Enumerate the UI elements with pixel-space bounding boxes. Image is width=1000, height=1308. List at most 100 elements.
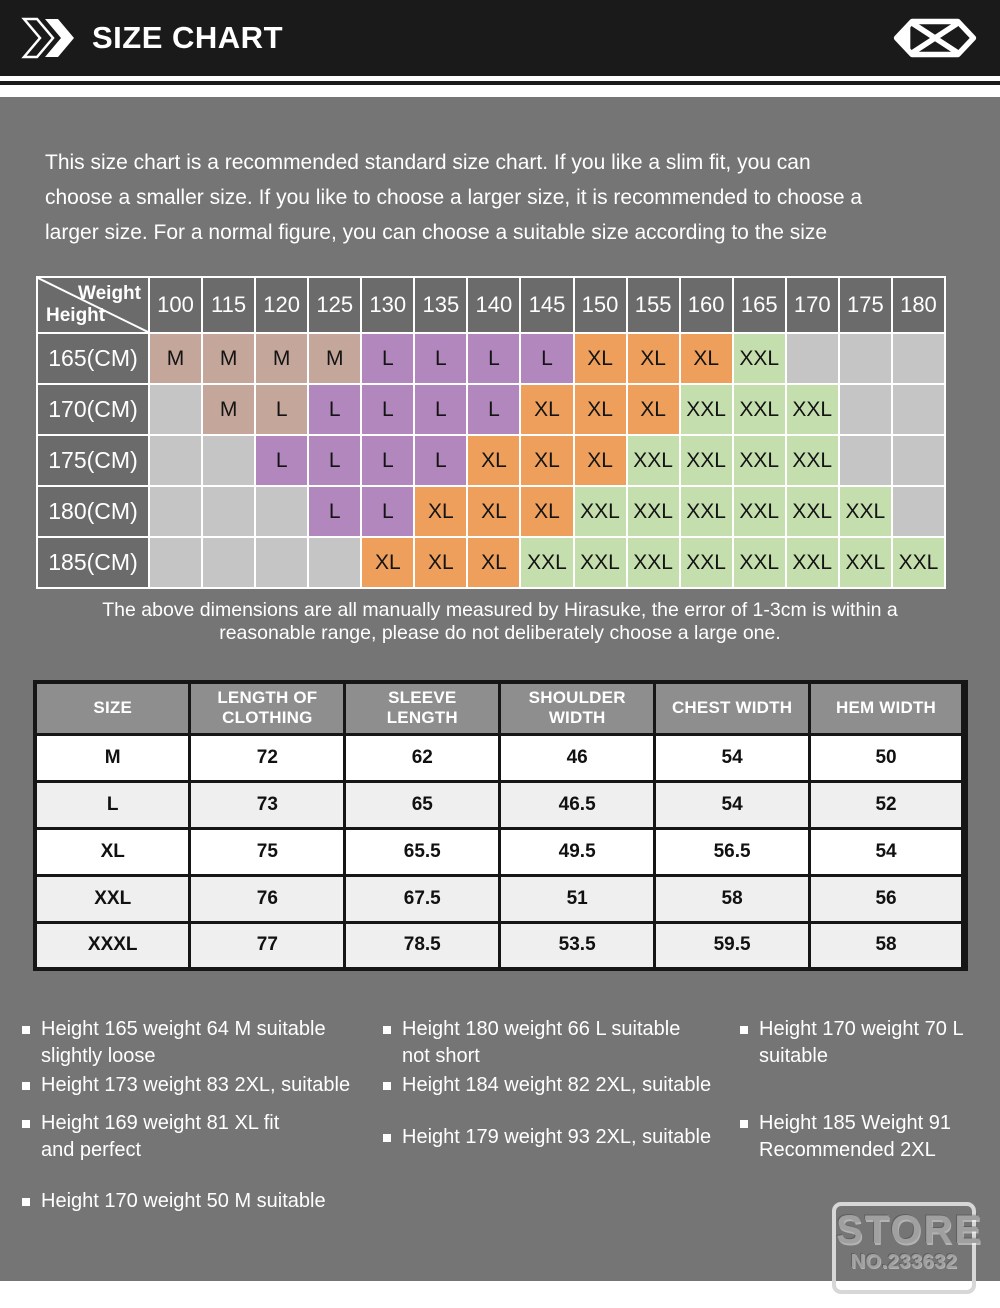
- height-cell: 180(CM): [36, 485, 150, 538]
- bullet-square-icon: [740, 1120, 748, 1128]
- intro-paragraph: This size chart is a recommended standar…: [45, 151, 863, 244]
- bullet-square-icon: [22, 1026, 30, 1034]
- size-cell: XL: [625, 332, 681, 385]
- matrix-row: 165(CM) M M M M L L L L XL XL XL XXL: [36, 332, 947, 385]
- weight-header-cell: 155: [625, 276, 681, 334]
- matrix-header-row: Weight Height 100 115 120 125 130 135 140 145 15…: [36, 276, 947, 334]
- size-cell: M: [307, 332, 363, 385]
- measure-header-cell: SLEEVE LENGTH: [343, 680, 502, 736]
- size-cell: XXL: [678, 383, 734, 436]
- feedback-text: Height 165 weight 64 M suitable slightly …: [41, 1018, 326, 1067]
- weight-header-cell: 175: [837, 276, 893, 334]
- size-cell: XL: [360, 536, 416, 589]
- measure-body: M 72 62 46 54 50 L 73 65 46.5 54 52 XL 75 65.5 49.5 56.5…: [33, 732, 966, 971]
- measure-cell: 56: [808, 873, 966, 924]
- feedback-item: Height 173 weight 83 2XL, suitable: [22, 1072, 372, 1099]
- size-cell: XL: [413, 485, 469, 538]
- measure-cell: 50: [808, 732, 966, 783]
- measure-cell: 75: [188, 826, 347, 877]
- size-cell: XXL: [784, 536, 840, 589]
- bullet-square-icon: [22, 1198, 30, 1206]
- size-cell: [254, 485, 310, 538]
- header-divider: [0, 81, 1000, 85]
- feedback-text: Height 169 weight 81 XL fit and perfect: [41, 1112, 280, 1161]
- measure-cell: 58: [808, 920, 966, 971]
- measure-cell: XXL: [33, 873, 192, 924]
- size-cell: L: [254, 434, 310, 487]
- size-cell: [890, 434, 947, 487]
- feedback-column-1: Height 165 weight 64 M suitable slightly …: [22, 1016, 372, 1231]
- feedback-item: Height 170 weight 50 M suitable: [22, 1188, 372, 1215]
- bullet-square-icon: [22, 1120, 30, 1128]
- size-cell: L: [360, 332, 416, 385]
- size-cell: [201, 536, 257, 589]
- size-cell: XL: [519, 485, 575, 538]
- feedback-item: Height 180 weight 66 L suitable not short: [383, 1016, 728, 1070]
- matrix-row: 175(CM) L L L L XL XL XL XXL XXL XXL XXL: [36, 434, 947, 487]
- size-cell: M: [254, 332, 310, 385]
- size-cell: XL: [572, 332, 628, 385]
- measure-cell: 54: [653, 779, 812, 830]
- measure-cell: M: [33, 732, 192, 783]
- size-cell: XL: [625, 383, 681, 436]
- size-cell: L: [254, 383, 310, 436]
- measure-row: XXL 76 67.5 51 58 56: [33, 873, 966, 924]
- measurements-table: SIZE LENGTH OF CLOTHING SLEEVE LENGTH SHOUL…: [33, 680, 968, 971]
- measure-cell: 62: [343, 732, 502, 783]
- size-cell: L: [466, 332, 522, 385]
- size-cell: XXL: [731, 536, 787, 589]
- size-cell: XL: [572, 383, 628, 436]
- feedback-text: Height 170 weight 50 M suitable: [41, 1190, 326, 1212]
- measure-cell: 65.5: [343, 826, 502, 877]
- measure-cell: 56.5: [653, 826, 812, 877]
- weight-header-cell: 170: [784, 276, 840, 334]
- corner-weight-label: Weight: [78, 283, 141, 304]
- size-cell: [307, 536, 363, 589]
- size-cell: [201, 434, 257, 487]
- measure-cell: 77: [188, 920, 347, 971]
- size-matrix-table: Weight Height 100 115 120 125 130 135 140 145 15…: [36, 276, 947, 589]
- size-cell: L: [307, 434, 363, 487]
- size-cell: [890, 485, 947, 538]
- size-cell: [201, 485, 257, 538]
- size-cell: XXL: [731, 332, 787, 385]
- size-cell: [837, 332, 893, 385]
- size-cell: XL: [678, 332, 734, 385]
- size-cell: L: [307, 485, 363, 538]
- page-title: SIZE CHART: [92, 20, 283, 55]
- matrix-row: 185(CM) XL XL XL XXL XXL XXL XXL XXL XXL XXL XXL: [36, 536, 947, 589]
- size-cell: M: [147, 332, 204, 385]
- height-cell: 175(CM): [36, 434, 150, 487]
- size-cell: XL: [466, 485, 522, 538]
- bullet-square-icon: [383, 1026, 391, 1034]
- corner-height-label: Height: [46, 305, 106, 326]
- weight-header-cell: 150: [572, 276, 628, 334]
- size-cell: XL: [572, 434, 628, 487]
- measure-cell: 46: [498, 732, 657, 783]
- size-cell: L: [413, 332, 469, 385]
- weight-header-cell: 160: [678, 276, 734, 334]
- size-cell: L: [466, 383, 522, 436]
- measure-header-cell: CHEST WIDTH: [653, 680, 812, 736]
- bullet-square-icon: [383, 1134, 391, 1142]
- measure-cell: 49.5: [498, 826, 657, 877]
- feedback-item: Height 165 weight 64 M suitable slightly …: [22, 1016, 372, 1070]
- size-cell: XXL: [837, 485, 893, 538]
- size-cell: L: [360, 485, 416, 538]
- size-cell: XXL: [784, 383, 840, 436]
- size-cell: [147, 434, 204, 487]
- measure-cell: XL: [33, 826, 192, 877]
- measure-cell: L: [33, 779, 192, 830]
- size-cell: [147, 383, 204, 436]
- store-number-badge: STORE NO.233632: [832, 1202, 981, 1294]
- measure-cell: 54: [653, 732, 812, 783]
- size-cell: [837, 434, 893, 487]
- measure-cell: 53.5: [498, 920, 657, 971]
- size-cell: XL: [466, 434, 522, 487]
- matrix-corner-cell: Weight Height: [36, 276, 150, 334]
- size-cell: L: [360, 383, 416, 436]
- weight-header-cell: 140: [466, 276, 522, 334]
- size-cell: L: [413, 434, 469, 487]
- weight-header-cell: 130: [360, 276, 416, 334]
